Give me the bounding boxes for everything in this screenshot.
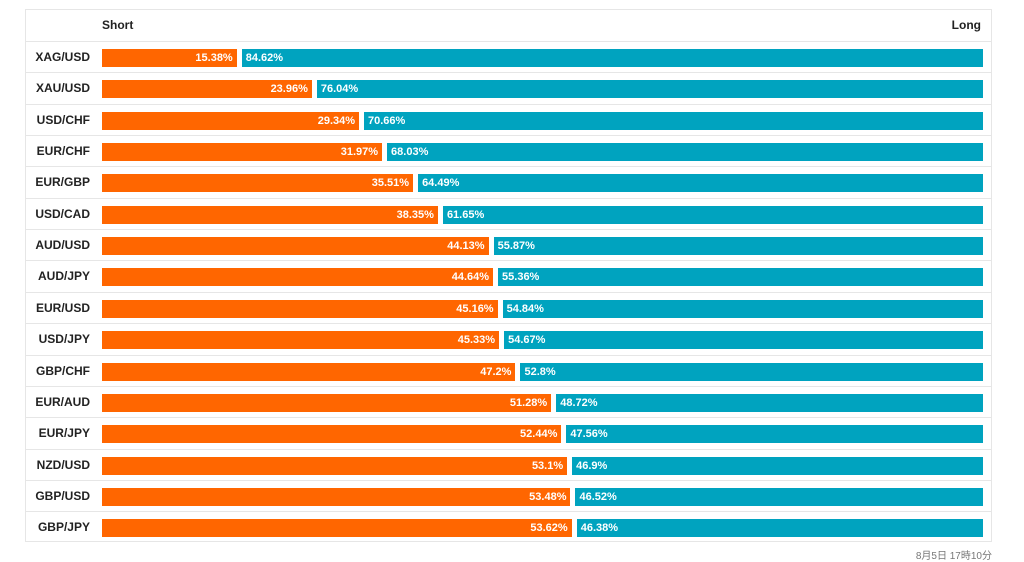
chart-row: GBP/USD 53.48% 46.52% — [26, 479, 991, 511]
currency-pair-label: EUR/USD — [35, 300, 90, 315]
currency-pair-label: GBP/JPY — [37, 520, 90, 535]
chart-row: AUD/USD 44.13% 55.87% — [26, 229, 991, 260]
short-bar: 45.33% — [102, 331, 500, 350]
long-bar: 47.56% — [566, 425, 983, 444]
chart-row: EUR/CHF 31.97% 68.03% — [26, 135, 991, 166]
short-bar: 31.97% — [102, 143, 383, 162]
short-bar: 15.38% — [102, 49, 237, 67]
chart-row: XAU/USD 23.96% 76.04% — [26, 72, 991, 103]
long-header: Long — [951, 18, 981, 32]
currency-pair-label: USD/CHF — [36, 112, 90, 127]
timestamp: 8月5日 17時10分 — [915, 551, 992, 562]
long-bar: 76.04% — [316, 80, 983, 99]
long-bar: 55.87% — [493, 237, 983, 256]
currency-pair-label: EUR/CHF — [36, 144, 90, 159]
short-bar: 53.48% — [102, 487, 571, 506]
long-bar: 54.84% — [502, 299, 983, 318]
long-bar: 68.03% — [387, 143, 983, 162]
short-bar: 51.28% — [102, 393, 552, 412]
long-bar: 46.52% — [575, 487, 983, 506]
short-bar: 44.13% — [102, 237, 489, 256]
currency-pair-label: GBP/USD — [35, 488, 90, 503]
long-bar: 64.49% — [418, 174, 983, 193]
chart-row: USD/JPY 45.33% 54.67% — [26, 323, 991, 354]
long-bar: 48.72% — [556, 393, 983, 412]
long-bar: 54.67% — [504, 331, 983, 350]
currency-pair-label: EUR/GBP — [35, 175, 90, 190]
currency-pair-label: AUD/JPY — [37, 269, 90, 284]
chart-row: AUD/JPY 44.64% 55.36% — [26, 260, 991, 291]
positions-chart: Short Long XAG/USD 15.38% 84.62% XAU/USD 23.… — [25, 9, 992, 542]
long-bar: 61.65% — [442, 205, 983, 224]
short-bar: 52.44% — [102, 425, 562, 444]
chart-row: EUR/AUD 51.28% 48.72% — [26, 385, 991, 417]
short-bar: 53.1% — [102, 456, 568, 475]
currency-pair-label: EUR/JPY — [38, 426, 90, 441]
short-bar: 45.16% — [102, 299, 498, 318]
short-bar: 23.96% — [102, 80, 312, 99]
chart-row: GBP/CHF 47.2% 52.8% — [26, 354, 991, 386]
short-header: Short — [102, 18, 134, 32]
long-bar: 55.36% — [498, 268, 983, 287]
short-bar: 29.34% — [102, 111, 360, 130]
short-bar: 44.64% — [102, 268, 494, 287]
chart-row: EUR/JPY 52.44% 47.56% — [26, 417, 991, 448]
short-bar: 38.35% — [102, 205, 438, 224]
chart-row: USD/CAD 38.35% 61.65% — [26, 197, 991, 229]
long-bar: 52.8% — [520, 362, 983, 381]
long-bar: 46.9% — [572, 456, 983, 475]
currency-pair-label: NZD/USD — [36, 457, 90, 472]
short-bar: 47.2% — [102, 362, 516, 381]
currency-pair-label: GBP/CHF — [36, 363, 90, 378]
chart-row: USD/CHF 29.34% 70.66% — [26, 103, 991, 135]
long-bar: 46.38% — [576, 519, 983, 538]
chart-row: EUR/USD 45.16% 54.84% — [26, 291, 991, 323]
chart-row: NZD/USD 53.1% 46.9% — [26, 448, 991, 480]
currency-pair-label: USD/JPY — [38, 332, 90, 347]
chart-row: GBP/JPY 53.62% 46.38% — [26, 511, 991, 542]
short-bar: 53.62% — [102, 519, 572, 538]
short-bar: 35.51% — [102, 174, 414, 193]
currency-pair-label: EUR/AUD — [35, 394, 90, 409]
chart-row: EUR/GBP 35.51% 64.49% — [26, 166, 991, 197]
currency-pair-label: AUD/USD — [35, 238, 90, 253]
currency-pair-label: XAU/USD — [35, 81, 90, 96]
currency-pair-label: XAG/USD — [35, 50, 90, 64]
long-bar: 84.62% — [241, 49, 983, 67]
currency-pair-label: USD/CAD — [35, 206, 90, 221]
chart-row: XAG/USD 15.38% 84.62% — [26, 41, 991, 72]
long-bar: 70.66% — [364, 111, 983, 130]
